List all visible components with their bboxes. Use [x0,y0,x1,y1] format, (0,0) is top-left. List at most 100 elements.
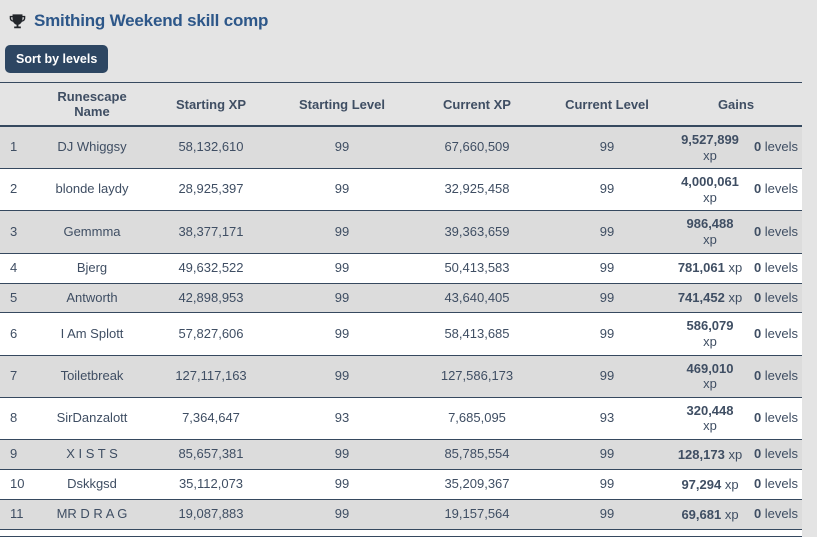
table-header: Runescape Name Starting XP Starting Leve… [0,82,802,127]
level-gain: 0 levels [753,181,799,197]
player-name-cell: Antworth [66,289,118,305]
gains-cell: 469,010 xp 0 levels [670,355,802,397]
rank-cell: 11 [10,505,24,521]
player-name-cell: MR D R A G [56,505,128,521]
player-name-cell: blonde laydy [55,181,129,197]
gains-cell: 128,173 xp 0 levels [670,440,802,470]
current-level-cell: 99 [599,181,615,197]
xp-gain: 986,488 xp [686,216,734,247]
column-header-runescape-name: Runescape Name [36,82,148,127]
level-gain: 0 levels [753,505,799,521]
table-row: 9 X I S T S 85,657,381 99 85,785,554 99 … [0,439,802,470]
starting-level-cell: 99 [334,289,350,305]
current-xp-cell: 43,640,405 [444,289,510,305]
rank-cell: 10 [10,475,25,491]
gains-cell: 741,452 xp 0 levels [670,283,802,313]
table-row: 4 Bjerg 49,632,522 99 50,413,583 99 781,… [0,253,802,283]
player-name-cell: I Am Splott [60,325,124,341]
starting-level-cell: 99 [334,259,350,275]
xp-gain: 9,527,899 xp [681,132,739,163]
table-row: 1 DJ Whiggsy 58,132,610 99 67,660,509 99… [0,126,802,169]
gains-cell: 97,294 xp 0 levels [670,469,802,499]
xp-gain: 469,010 xp [686,360,734,392]
leaderboard-table: Runescape Name Starting XP Starting Leve… [0,82,802,537]
table-row: 11 MR D R A G 19,087,883 99 19,157,564 9… [0,499,802,530]
gains-cell: 4,000,061 xp 0 levels [670,169,802,211]
level-gain: 0 levels [753,139,799,155]
player-name-cell: Gemmma [63,223,121,239]
current-level-cell: 99 [599,139,615,155]
page-header: Smithing Weekend skill comp [0,0,817,32]
level-gain: 0 levels [753,259,799,275]
level-gain: 0 levels [753,475,799,491]
player-name-cell: Dskkgsd [67,475,117,491]
starting-xp-cell: 57,827,606 [178,325,244,341]
current-level-cell: 99 [599,367,615,383]
xp-gain: 781,061 xp [677,260,743,276]
xp-gain: 741,452 xp [677,290,743,306]
player-name-cell: Bjerg [76,259,108,275]
rank-cell: 2 [10,181,18,197]
current-level-cell: 99 [599,446,615,461]
xp-gain: 69,681 xp [681,506,739,522]
level-gain: 0 levels [753,446,799,461]
current-level-cell: 99 [599,259,615,275]
xp-gain: 320,448 xp [686,402,734,434]
xp-gain: 97,294 xp [681,476,739,492]
current-xp-cell: 7,685,095 [448,409,506,425]
starting-xp-cell: 35,112,073 [178,475,244,491]
starting-level-cell: 99 [334,475,350,491]
trophy-icon [9,13,26,30]
current-xp-cell: 32,925,458 [444,181,510,197]
rank-cell: 4 [10,259,18,275]
starting-level-cell: 99 [334,446,350,461]
current-xp-cell: 39,363,659 [444,223,510,239]
partial-row [0,529,802,537]
current-xp-cell: 127,586,173 [440,367,514,383]
starting-level-cell: 93 [334,409,350,425]
rank-cell: 6 [10,325,18,341]
gains-cell: 781,061 xp 0 levels [670,253,802,283]
table-row: 5 Antworth 42,898,953 99 43,640,405 99 7… [0,283,802,313]
rank-cell: 3 [10,223,18,239]
current-xp-cell: 50,413,583 [444,259,510,275]
rank-cell: 7 [10,367,18,383]
rank-cell: 9 [10,446,18,461]
column-header-rank [0,82,36,127]
starting-xp-cell: 85,657,381 [178,446,244,461]
player-name-cell: X I S T S [66,446,118,461]
column-header-gains: Gains [670,82,802,127]
starting-level-cell: 99 [334,139,350,155]
level-gain: 0 levels [753,325,799,341]
rank-cell: 8 [10,409,18,425]
starting-level-cell: 99 [334,325,350,341]
starting-xp-cell: 38,377,171 [178,223,244,239]
table-row: 7 Toiletbreak 127,117,163 99 127,586,173… [0,355,802,398]
rank-cell: 5 [10,289,18,305]
gains-cell: 986,488 xp 0 levels [670,211,802,253]
starting-xp-cell: 127,117,163 [175,367,247,383]
column-header-starting-xp: Starting XP [148,82,274,127]
level-gain: 0 levels [753,289,799,305]
gains-cell: 69,681 xp 0 levels [670,499,802,529]
current-level-cell: 99 [599,289,615,305]
starting-xp-cell: 58,132,610 [178,139,244,155]
level-gain: 0 levels [753,367,799,383]
rank-cell: 1 [10,139,18,155]
gains-cell: 586,079 xp 0 levels [670,313,802,355]
xp-gain: 4,000,061 xp [681,174,739,205]
starting-xp-cell: 7,364,647 [182,409,240,425]
starting-level-cell: 99 [334,367,350,383]
current-xp-cell: 67,660,509 [444,139,510,155]
xp-gain: 128,173 xp [677,446,743,462]
current-xp-cell: 58,413,685 [444,325,510,341]
current-xp-cell: 35,209,367 [444,475,510,491]
player-name-cell: DJ Whiggsy [57,139,127,155]
sort-by-levels-button[interactable]: Sort by levels [5,45,109,73]
player-name-cell: SirDanzalott [56,409,128,425]
table-row: 2 blonde laydy 28,925,397 99 32,925,458 … [0,168,802,211]
column-header-current-xp: Current XP [410,82,544,127]
starting-xp-cell: 49,632,522 [178,259,244,275]
starting-level-cell: 99 [334,223,350,239]
table-row: 10 Dskkgsd 35,112,073 99 35,209,367 99 9… [0,469,802,500]
